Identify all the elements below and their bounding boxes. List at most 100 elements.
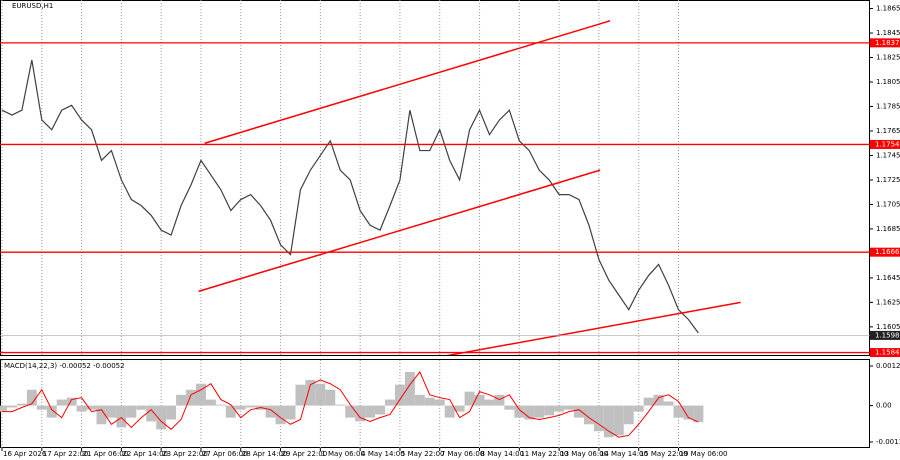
y-tick-label: 1.1605 [876,323,900,331]
y-tick-label: 1.1805 [876,78,900,86]
macd-bar [6,405,17,408]
y-tick-label: 1.1845 [876,29,900,37]
macd-bar [205,399,216,406]
signal-line [2,371,699,438]
macd-bar [375,405,386,415]
macd-bar [56,399,67,406]
x-tick-label: 8 May 14:00 [481,450,525,458]
macd-bar [0,405,7,412]
x-tick-label: 23 Apr 22:00 [162,450,208,458]
macd-bar [66,397,77,406]
macd-bar [315,383,326,406]
macd-bar [126,405,137,418]
macd-bar [524,405,535,420]
macd-bar [603,405,614,438]
macd-bar [46,405,57,418]
x-tick-label: 21 Apr 06:00 [83,450,129,458]
macd-bar [663,401,674,406]
macd-bar [574,405,584,418]
macd-bar [245,405,256,408]
macd-bar [26,389,37,406]
macd-bar [146,405,157,422]
macd-bar [176,394,187,406]
y-tick-label: 0.00125 [876,362,900,370]
macd-bar [444,405,455,418]
macd-bar [275,405,286,425]
y-tick-label: 1.1625 [876,298,900,306]
price-pane [0,0,870,356]
level-label: 1.1584 [875,349,900,357]
macd-bar [673,405,684,418]
macd-bar [16,403,27,406]
x-tick-label: 27 Apr 06:00 [202,450,248,458]
x-tick-label: 28 Apr 14:00 [242,450,288,458]
macd-bar [394,384,405,406]
macd-bar [424,397,435,406]
macd-bar [265,405,276,418]
macd-bar [494,394,505,406]
macd-bar [86,405,97,410]
x-tick-label: 5 May 22:00 [401,450,445,458]
trend-line [198,169,601,293]
macd-bar [166,405,177,420]
macd-bar [136,405,147,410]
level-label: 1.1754 [875,140,900,148]
macd-bar [325,389,336,406]
macd-bar [385,399,395,406]
x-tick-label: 4 May 14:00 [361,450,405,458]
x-tick-label: 22 Apr 14:00 [122,450,168,458]
macd-bar [653,394,664,406]
macd-bar [534,405,545,418]
y-tick-label: 1.1785 [876,103,900,111]
y-tick-label: 1.1765 [876,127,900,135]
macd-bar [593,405,604,432]
y-tick-label: 0.00 [876,402,892,410]
y-tick-label: 1.1645 [876,274,900,282]
macd-bar [96,405,107,425]
macd-bar [295,384,306,406]
level-label-box [870,139,900,149]
current-price-box [870,330,900,340]
current-price-label: 1.1598 [875,331,900,339]
y-tick-label: 1.1825 [876,54,900,62]
y-tick-label: 1.1745 [876,151,900,159]
y-tick-label: -0.00115 [876,438,900,446]
level-label-box [870,348,900,358]
macd-bar [464,391,475,406]
macd-bar [335,404,346,406]
macd-bar [564,405,575,410]
x-tick-label: 17 Apr 22:00 [43,450,89,458]
x-tick-label: 16 Apr 2026 [3,450,47,458]
x-tick-label: 13 May 06:00 [560,450,608,458]
macd-bar [613,405,624,436]
macd-bar [683,405,694,420]
macd-bar [345,405,356,418]
macd-bar [156,405,167,430]
level-label-box [870,38,900,48]
macd-bar [365,405,376,418]
macd-bar [235,405,246,410]
macd-bar [544,405,555,416]
macd-bar [643,397,654,406]
macd-bar [693,405,704,423]
macd-bar [414,394,425,406]
price-line [1,59,699,334]
trend-line [204,20,611,144]
macd-bar [554,405,565,412]
x-tick-label: 19 May 06:00 [679,450,727,458]
macd-bar [434,399,445,406]
macd-bar [186,389,196,406]
macd-bar [76,405,87,412]
macd-bar [504,405,515,410]
macd-bar [633,405,644,412]
macd-plot [0,360,704,448]
level-label-box [870,247,900,257]
macd-bar [106,405,117,418]
macd-title: MACD(14,22,3) -0.00052 -0.00052 [4,362,125,370]
x-tick-label: 11 May 22:00 [520,450,568,458]
x-tick-label: 7 May 06:00 [441,450,485,458]
chart-title: EURUSD,H1 [12,2,53,10]
macd-bar [225,405,236,418]
